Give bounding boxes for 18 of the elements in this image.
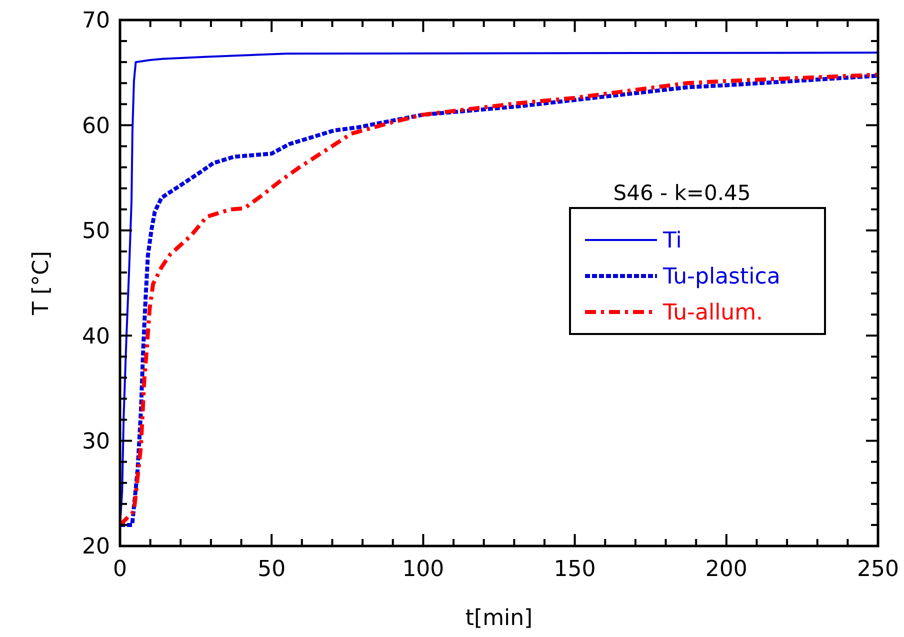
legend-label: Tu-plastica xyxy=(662,264,780,290)
y-tick-label: 30 xyxy=(82,430,110,454)
y-tick-label: 60 xyxy=(82,114,110,139)
annotation: S46 - k=0.45 xyxy=(613,181,751,205)
y-tick-label: 20 xyxy=(82,534,110,560)
x-tick-label: 250 xyxy=(857,557,899,582)
y-tick-label: 40 xyxy=(82,324,110,350)
legend-label: Tu-allum. xyxy=(662,300,764,326)
x-tick-label: 50 xyxy=(258,557,286,582)
x-axis-title: t[min] xyxy=(465,606,533,631)
x-tick-label: 0 xyxy=(113,557,127,582)
x-tick-label: 200 xyxy=(705,557,748,582)
y-tick-label: 70 xyxy=(82,8,110,34)
legend-label: Ti xyxy=(662,228,682,254)
y-tick-label: 50 xyxy=(82,219,110,244)
x-tick-label: 150 xyxy=(554,557,596,582)
x-tick-label: 100 xyxy=(402,557,444,582)
y-axis-title: T [°C] xyxy=(29,251,54,316)
